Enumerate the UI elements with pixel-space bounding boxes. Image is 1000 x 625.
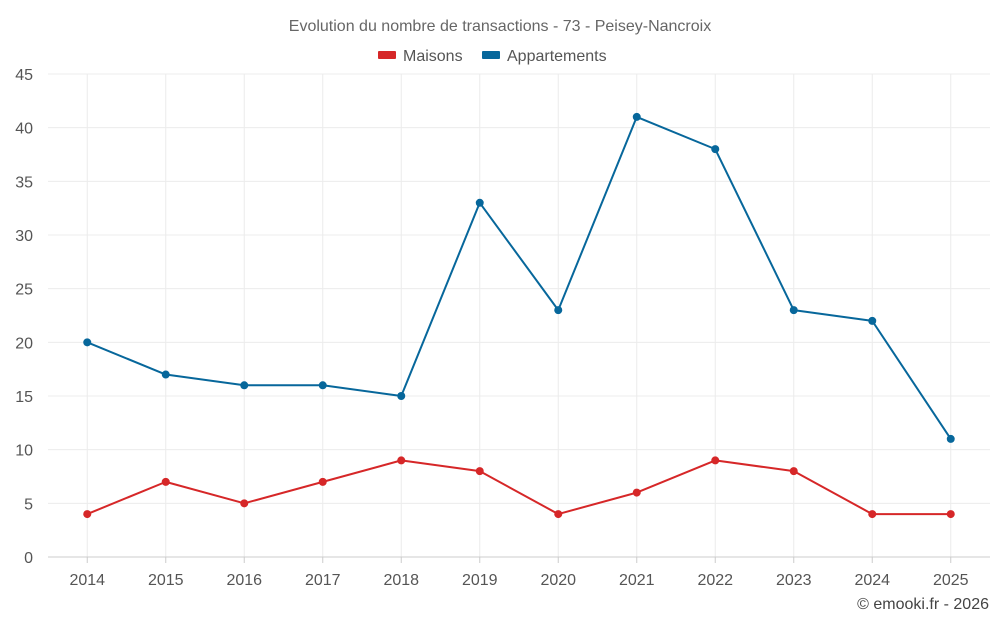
data-point-appartements[interactable] [240, 381, 249, 390]
data-point-maisons[interactable] [83, 510, 92, 519]
y-tick-label: 30 [15, 228, 33, 245]
data-point-appartements[interactable] [554, 306, 563, 315]
series-line-appartements [86, 115, 952, 440]
data-point-maisons[interactable] [946, 510, 955, 519]
grid [48, 73, 990, 557]
y-tick-label: 10 [15, 443, 33, 460]
data-point-maisons[interactable] [711, 456, 720, 465]
x-tick-label: 2021 [619, 572, 655, 589]
y-tick-label: 45 [15, 67, 33, 84]
data-point-appartements[interactable] [83, 338, 92, 347]
legend-label-appartements[interactable]: Appartements [507, 48, 607, 65]
y-tick-label: 0 [24, 550, 33, 567]
data-point-appartements[interactable] [161, 370, 170, 379]
x-tick-label: 2025 [933, 572, 969, 589]
series [83, 112, 955, 519]
x-tick-label: 2015 [148, 572, 184, 589]
data-point-maisons[interactable] [240, 499, 249, 508]
data-point-maisons[interactable] [318, 477, 327, 486]
data-point-appartements[interactable] [789, 306, 798, 315]
x-tick-label: 2014 [69, 572, 105, 589]
legend-swatch-maisons [378, 51, 396, 59]
data-point-appartements[interactable] [397, 392, 406, 400]
data-point-appartements[interactable] [318, 381, 327, 390]
data-point-maisons[interactable] [475, 467, 484, 476]
data-point-maisons[interactable] [632, 488, 641, 497]
x-tick-label: 2018 [383, 572, 419, 589]
y-tick-label: 40 [15, 121, 33, 138]
legend: Maisons Appartements [378, 48, 607, 65]
data-point-appartements[interactable] [475, 198, 484, 207]
x-tick-label: 2017 [305, 572, 341, 589]
data-point-appartements[interactable] [868, 316, 877, 325]
legend-label-maisons[interactable]: Maisons [403, 48, 463, 65]
series-line-maisons [86, 459, 951, 516]
x-tick-label: 2016 [226, 572, 262, 589]
y-tick-label: 5 [24, 496, 33, 513]
data-point-maisons[interactable] [868, 510, 877, 519]
data-point-maisons[interactable] [789, 467, 798, 476]
data-point-appartements[interactable] [632, 112, 641, 121]
x-tick-label: 2024 [854, 572, 890, 589]
x-tick-label: 2023 [776, 572, 812, 589]
data-point-appartements[interactable] [946, 434, 955, 443]
data-point-maisons[interactable] [161, 477, 170, 486]
y-tick-label: 35 [15, 174, 33, 191]
data-point-appartements[interactable] [711, 145, 720, 154]
y-tick-label: 25 [15, 282, 33, 299]
y-tick-label: 20 [15, 335, 33, 352]
data-point-maisons[interactable] [397, 456, 406, 465]
x-tick-label: 2019 [462, 572, 498, 589]
chart-title: Evolution du nombre de transactions - 73… [289, 18, 711, 35]
data-point-maisons[interactable] [554, 510, 563, 519]
credit-text: © emooki.fr - 2026 [857, 596, 989, 613]
legend-swatch-appartements [482, 51, 500, 59]
y-tick-label: 15 [15, 389, 33, 406]
x-tick-label: 2022 [697, 572, 733, 589]
x-tick-label: 2020 [540, 572, 576, 589]
